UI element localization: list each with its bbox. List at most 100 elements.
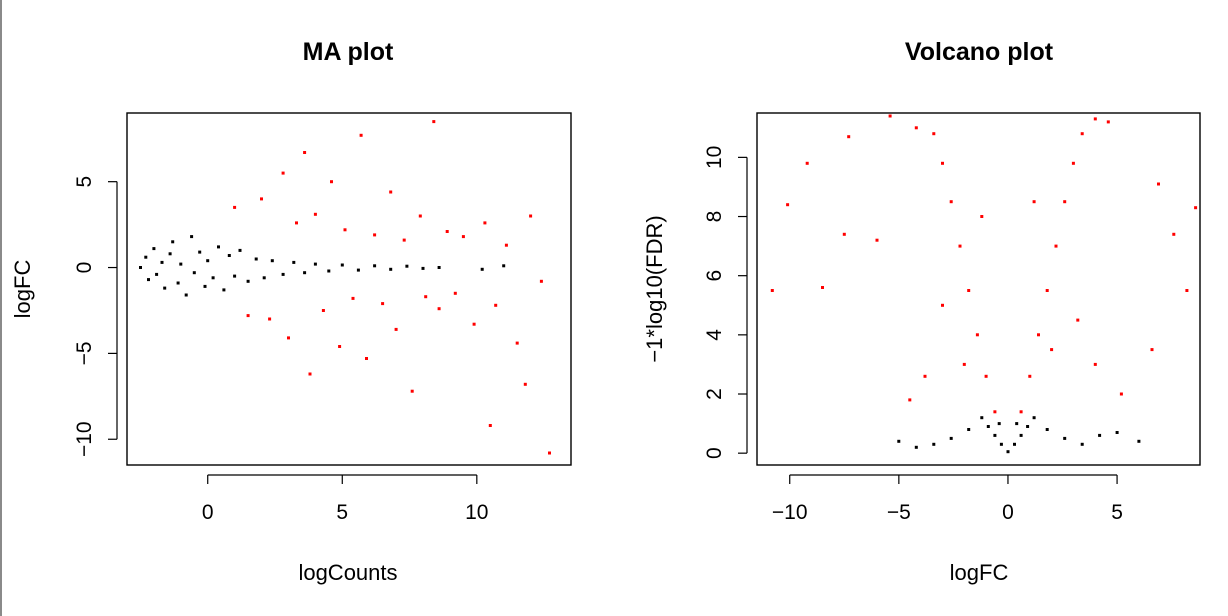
- volcano-plot-point: [842, 232, 846, 236]
- volcano-plot-point: [1150, 348, 1154, 352]
- volcano-plot-point: [1032, 416, 1036, 420]
- volcano-plot-point: [1098, 433, 1102, 437]
- ma-plot-point: [246, 279, 250, 283]
- ma-plot-x-axis: 0 5 10: [202, 474, 488, 524]
- volcano-plot-point: [805, 161, 809, 165]
- volcano-plot-point: [908, 398, 912, 402]
- volcano-plot-x-axis: −10 −5 0 5: [772, 474, 1123, 524]
- ma-plot-point: [402, 238, 406, 242]
- ma-plot-point: [437, 307, 441, 311]
- ma-plot-title: MA plot: [303, 38, 394, 66]
- ma-plot-point: [504, 243, 508, 247]
- ma-plot-point: [539, 279, 543, 283]
- volcano-plot-point: [932, 442, 936, 446]
- ma-plot-point: [262, 276, 266, 280]
- ma-plot-point: [160, 260, 164, 264]
- ma-plot-point: [381, 302, 385, 306]
- volcano-plot-point: [821, 286, 824, 289]
- ma-plot-point: [176, 281, 180, 285]
- volcano-plot-point: [914, 445, 918, 449]
- ma-plot-point: [327, 269, 331, 273]
- ma-plot-point: [410, 389, 414, 393]
- volcano-plot-point: [1045, 428, 1049, 431]
- volcano-plot-x-tick-label: 5: [1111, 501, 1123, 524]
- volcano-plot-point: [1019, 433, 1023, 437]
- volcano-plot-point: [1015, 422, 1019, 426]
- ma-plot-y-tick-label: −10: [73, 421, 96, 457]
- ma-plot-point: [295, 221, 298, 225]
- ma-plot-x-tick-label: 10: [465, 501, 488, 524]
- volcano-plot-y-tick-label: 2: [703, 388, 726, 400]
- volcano-plot-x-label: logFC: [950, 560, 1009, 585]
- volcano-plot-point: [997, 422, 1001, 426]
- ma-plot-point: [389, 190, 393, 194]
- volcano-plot-point: [962, 362, 966, 366]
- volcano-plot-y-tick-label: 6: [703, 270, 726, 282]
- ma-plot-point: [144, 255, 148, 259]
- volcano-plot-point: [958, 244, 962, 248]
- volcano-plot-point: [1050, 348, 1054, 352]
- ma-plot-point: [260, 197, 263, 201]
- ma-plot-y-tick-label: −5: [73, 341, 96, 365]
- volcano-plot-point: [986, 425, 990, 428]
- volcano-plot-y-tick-label: 4: [703, 329, 726, 341]
- volcano-plot-point: [1063, 200, 1067, 204]
- ma-plot-point: [321, 309, 325, 312]
- volcano-plot-points: [770, 114, 1198, 454]
- ma-plot-point: [405, 264, 409, 268]
- ma-plot-point: [359, 133, 363, 137]
- volcano-plot-point: [1037, 333, 1040, 337]
- ma-plot-point: [437, 266, 441, 269]
- volcano-plot-y-label: −1*log10(FDR): [642, 215, 667, 362]
- ma-plot-point: [548, 451, 551, 455]
- ma-plot-point: [445, 230, 449, 233]
- volcano-plot-point: [1063, 436, 1067, 440]
- volcano-plot-point: [1093, 362, 1097, 366]
- ma-plot-point: [502, 264, 506, 268]
- ma-plot-point: [168, 252, 172, 256]
- volcano-plot-point: [1185, 289, 1189, 292]
- volcano-plot-point: [980, 416, 984, 420]
- ma-plot-point: [198, 250, 202, 254]
- volcano-plot-y-axis: 0 2 4 6 8 10: [703, 146, 748, 459]
- ma-plot-point: [184, 293, 188, 297]
- volcano-plot-point: [1032, 200, 1036, 204]
- volcano-plot-point: [786, 203, 790, 207]
- ma-plot-point: [238, 248, 242, 252]
- ma-plot-y-axis: −10 −5 0 5: [73, 176, 118, 457]
- volcano-plot-point: [949, 436, 953, 440]
- ma-plot-point: [303, 271, 307, 275]
- ma-plot-point: [303, 151, 307, 154]
- volcano-plot-point: [1137, 439, 1141, 443]
- volcano-plot-point: [1019, 410, 1023, 414]
- volcano-plot-point: [1080, 442, 1084, 446]
- ma-plot-y-label: logFC: [10, 260, 35, 319]
- ma-plot-point: [365, 357, 368, 360]
- volcano-plot-point: [923, 374, 927, 378]
- volcano-plot-point: [1119, 392, 1123, 396]
- volcano-plot-point: [1093, 117, 1097, 121]
- ma-plot-point: [356, 268, 360, 272]
- ma-plot-point: [292, 260, 296, 264]
- ma-plot-point: [217, 245, 220, 249]
- ma-plot-point: [281, 171, 285, 175]
- volcano-plot-point: [897, 439, 901, 443]
- ma-plot-point: [163, 286, 167, 290]
- volcano-plot-point: [980, 215, 984, 218]
- volcano-plot-point: [1054, 244, 1058, 248]
- ma-plot-point: [190, 235, 194, 239]
- ma-plot-point: [421, 266, 425, 270]
- ma-plot-point: [373, 264, 377, 268]
- ma-plot-point: [152, 247, 156, 251]
- ma-plot-point: [171, 240, 175, 244]
- volcano-plot-point: [770, 289, 774, 292]
- ma-plot-point: [343, 228, 347, 232]
- volcano-plot-point: [999, 442, 1003, 446]
- ma-plot-point: [418, 214, 422, 218]
- ma-plot-point: [179, 262, 183, 266]
- volcano-plot-x-tick-label: 0: [1002, 501, 1014, 524]
- ma-plot-point: [389, 267, 393, 271]
- ma-plot-y-tick-label: 5: [73, 176, 96, 188]
